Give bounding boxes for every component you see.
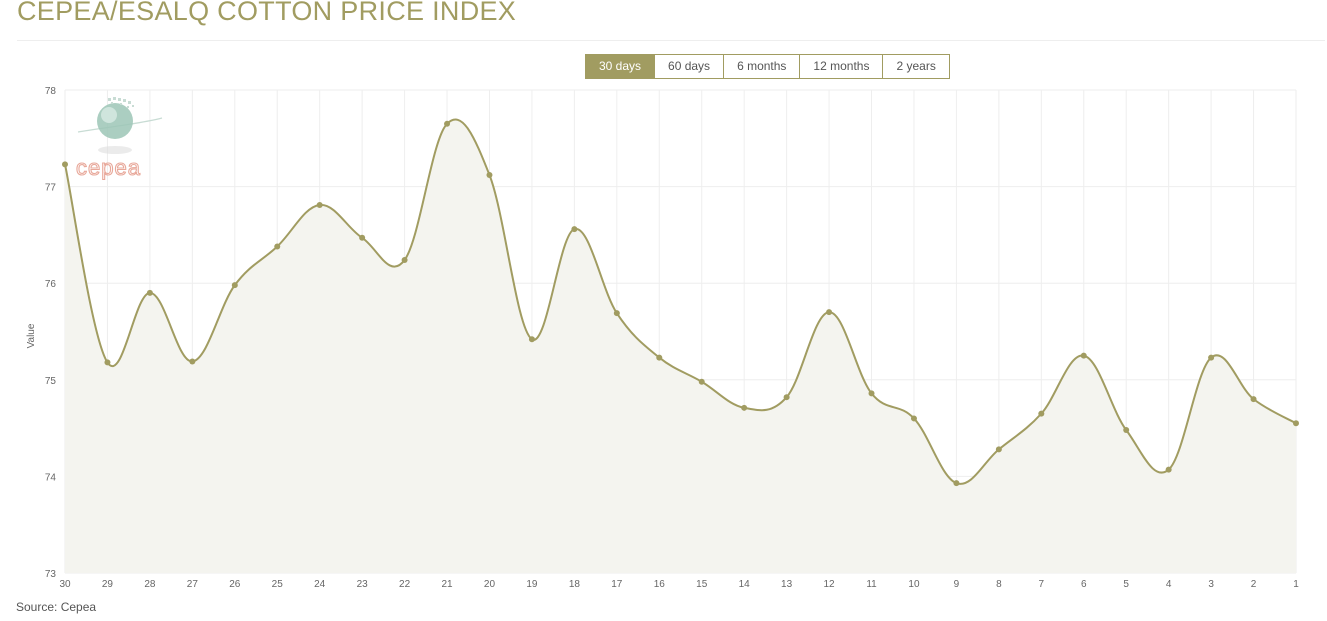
data-point-15[interactable] (698, 378, 705, 385)
x-tick-label: 10 (908, 579, 920, 590)
data-point-1[interactable] (1293, 420, 1299, 427)
title-divider (17, 40, 1325, 41)
x-tick-label: 11 (866, 579, 877, 590)
data-point-3[interactable] (1208, 354, 1215, 361)
data-point-18[interactable] (571, 226, 578, 233)
x-tick-label: 7 (1039, 579, 1045, 590)
range-button-12-months[interactable]: 12 months (800, 54, 884, 79)
data-point-24[interactable] (316, 201, 323, 208)
data-point-8[interactable] (995, 446, 1002, 453)
x-tick-label: 21 (441, 579, 453, 590)
range-selector: 30 days 60 days 6 months 12 months 2 yea… (585, 54, 950, 79)
x-tick-label: 27 (187, 579, 199, 590)
x-tick-label: 24 (314, 579, 326, 590)
x-tick-label: 22 (399, 579, 411, 590)
x-tick-label: 29 (102, 579, 114, 590)
x-tick-label: 15 (696, 579, 708, 590)
data-point-9[interactable] (953, 480, 960, 487)
x-tick-label: 16 (654, 579, 666, 590)
x-tick-label: 20 (484, 579, 496, 590)
y-tick-label: 74 (45, 472, 57, 483)
x-tick-label: 23 (357, 579, 369, 590)
x-tick-label: 26 (229, 579, 241, 590)
data-point-19[interactable] (528, 336, 535, 343)
data-point-2[interactable] (1250, 396, 1257, 403)
x-tick-label: 19 (526, 579, 538, 590)
x-tick-label: 17 (611, 579, 623, 590)
data-point-5[interactable] (1123, 427, 1130, 434)
range-button-60-days[interactable]: 60 days (655, 54, 725, 79)
x-tick-label: 6 (1081, 579, 1087, 590)
x-tick-label: 12 (824, 579, 836, 590)
data-point-22[interactable] (401, 257, 408, 264)
data-point-30[interactable] (62, 161, 68, 168)
y-tick-label: 76 (45, 279, 57, 290)
data-point-7[interactable] (1038, 410, 1045, 417)
data-point-13[interactable] (783, 394, 790, 401)
data-point-14[interactable] (741, 404, 748, 411)
data-point-6[interactable] (1080, 352, 1087, 359)
x-tick-label: 18 (569, 579, 581, 590)
y-tick-label: 75 (45, 376, 57, 387)
data-point-17[interactable] (613, 310, 620, 317)
source-note: Source: Cepea (16, 600, 97, 614)
cepea-watermark: cepea (75, 97, 163, 181)
y-tick-label: 73 (45, 569, 57, 580)
series-area (65, 119, 1296, 573)
data-point-28[interactable] (146, 289, 153, 296)
data-point-10[interactable] (910, 415, 917, 422)
y-axis: 73 74 75 76 77 78 (45, 86, 57, 580)
x-tick-label: 25 (272, 579, 284, 590)
watermark-text: cepea (76, 155, 141, 180)
data-point-20[interactable] (486, 172, 493, 179)
x-tick-label: 8 (996, 579, 1002, 590)
x-tick-label: 1 (1293, 579, 1299, 590)
x-tick-label: 4 (1166, 579, 1172, 590)
data-point-25[interactable] (274, 243, 281, 250)
x-tick-label: 5 (1123, 579, 1129, 590)
data-point-4[interactable] (1165, 466, 1172, 473)
x-tick-label: 2 (1251, 579, 1257, 590)
data-point-11[interactable] (868, 390, 875, 397)
data-point-21[interactable] (444, 120, 451, 127)
y-tick-label: 77 (45, 183, 57, 194)
range-button-2-years[interactable]: 2 years (883, 54, 950, 79)
x-tick-label: 30 (59, 579, 71, 590)
page-title: CEPEA/ESALQ COTTON PRICE INDEX (17, 0, 517, 26)
data-point-26[interactable] (231, 282, 238, 289)
globe-logo-icon (77, 97, 163, 154)
data-point-29[interactable] (104, 359, 111, 366)
x-tick-label: 9 (954, 579, 960, 590)
range-button-6-months[interactable]: 6 months (724, 54, 801, 79)
x-tick-label: 13 (781, 579, 793, 590)
x-tick-label: 28 (144, 579, 156, 590)
data-point-16[interactable] (656, 354, 663, 361)
range-button-30-days[interactable]: 30 days (585, 54, 656, 79)
x-tick-label: 3 (1208, 579, 1214, 590)
x-tick-label: 14 (739, 579, 751, 590)
data-point-27[interactable] (189, 358, 196, 365)
y-axis-label: Value (26, 323, 37, 348)
series-points (62, 120, 1299, 487)
data-point-23[interactable] (359, 234, 366, 241)
data-point-12[interactable] (826, 309, 833, 316)
x-axis: 30 29 28 27 26 25 24 23 22 21 20 19 18 17 16 15 14 13 12 11… (59, 579, 1299, 590)
y-tick-label: 78 (45, 86, 57, 97)
